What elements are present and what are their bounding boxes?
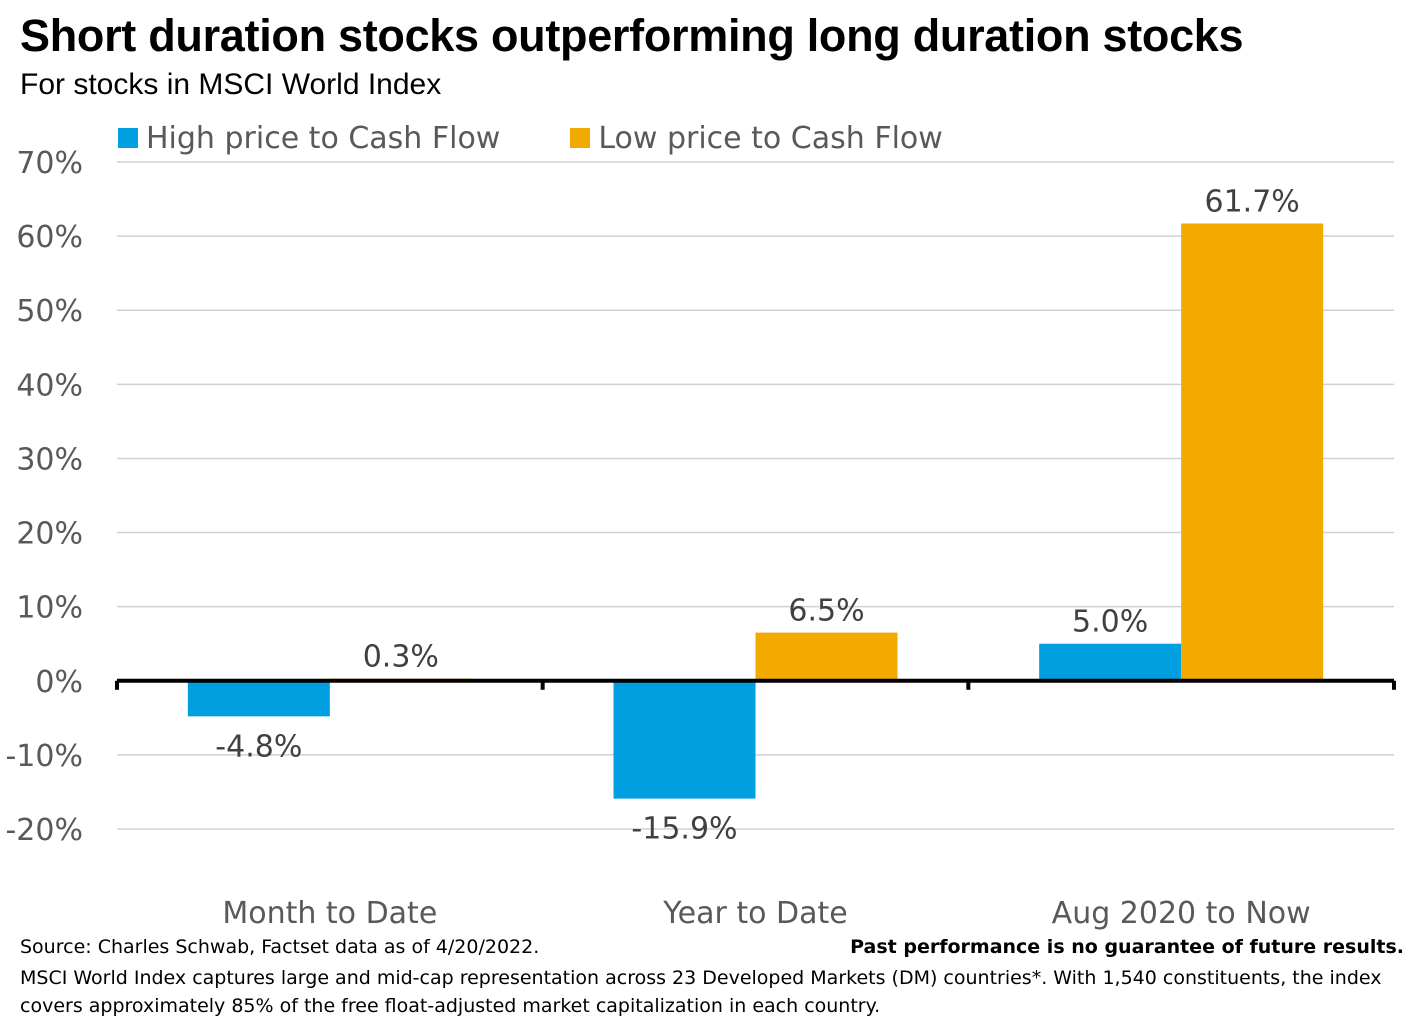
data-label: 6.5% (788, 594, 864, 629)
data-label: 5.0% (1072, 605, 1148, 640)
y-tick-label: -10% (5, 739, 83, 774)
y-tick-label: 60% (16, 220, 83, 255)
data-label: 61.7% (1205, 185, 1300, 220)
chart-legend: High price to Cash Flow Low price to Cas… (118, 120, 1013, 156)
y-tick-label: 0% (35, 665, 83, 700)
y-tick-label: 20% (16, 517, 83, 552)
x-tick-label: Year to Date (662, 896, 847, 930)
chart-subtitle: For stocks in MSCI World Index (20, 68, 442, 101)
bar (1181, 223, 1324, 681)
chart-title: Short duration stocks outperforming long… (20, 10, 1244, 61)
legend-swatch-low (570, 128, 591, 148)
y-tick-label: 50% (16, 294, 83, 329)
y-tick-label: 70% (16, 146, 83, 181)
legend-item-high: High price to Cash Flow (118, 121, 500, 156)
legend-label-low: Low price to Cash Flow (598, 120, 943, 156)
x-tick-label: Aug 2020 to Now (1052, 896, 1311, 930)
data-label: -15.9% (631, 812, 737, 847)
bar (613, 680, 756, 799)
y-tick-label: 10% (16, 591, 83, 626)
source-note: Source: Charles Schwab, Factset data as … (20, 936, 540, 958)
y-tick-label: 30% (16, 442, 83, 477)
bar (755, 632, 898, 681)
data-label: 0.3% (363, 640, 439, 675)
disclaimer: Past performance is no guarantee of futu… (850, 936, 1404, 958)
y-tick-label: -20% (5, 813, 83, 848)
bar (187, 680, 330, 717)
y-tick-label: 40% (16, 368, 83, 403)
bar (1039, 643, 1182, 681)
data-label: -4.8% (215, 729, 302, 764)
legend-item-low: Low price to Cash Flow (570, 120, 943, 156)
legend-swatch-high (118, 128, 138, 148)
legend-label-high: High price to Cash Flow (146, 120, 501, 156)
index-note: MSCI World Index captures large and mid-… (20, 967, 1382, 1017)
x-tick-label: Month to Date (222, 896, 437, 930)
bar-chart: 70% 60% 50% 40% 30% 20% 10% 0% -10% -20% -4.8% 0.3%… (5, 146, 1396, 930)
